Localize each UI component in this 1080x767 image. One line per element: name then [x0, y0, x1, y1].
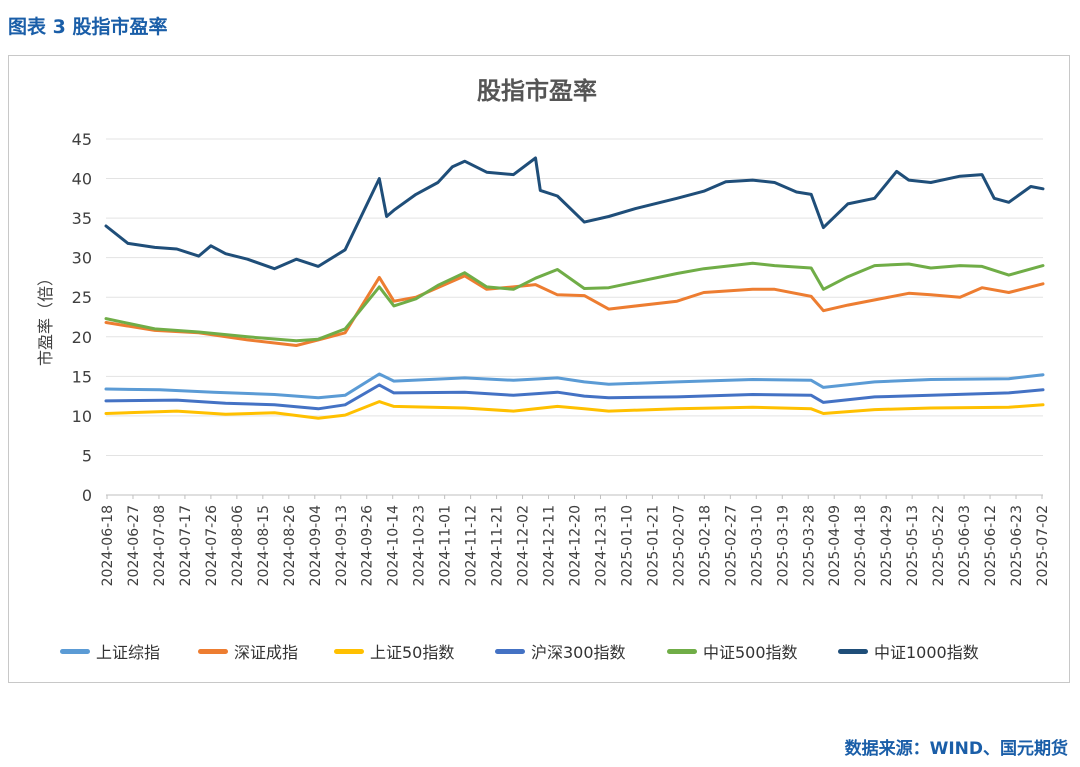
legend-swatch [60, 648, 90, 654]
x-tick-label: 2024-08-06 [230, 505, 246, 586]
x-tick-label: 2024-12-11 [542, 505, 558, 586]
series-line-1 [104, 274, 1045, 347]
x-tick-label: 2024-06-27 [126, 505, 142, 586]
series-line-3 [104, 383, 1045, 411]
legend-label: 沪深300指数 [531, 643, 626, 662]
y-tick-label: 40 [72, 170, 92, 189]
x-tick-label: 2024-09-04 [308, 505, 324, 586]
x-tick-label: 2024-09-13 [334, 505, 350, 586]
x-tick-label: 2025-03-19 [775, 505, 791, 586]
x-tick-label: 2024-10-23 [412, 505, 428, 586]
x-tick-label: 2025-02-27 [723, 505, 739, 586]
figure-caption: 图表 3 股指市盈率 [8, 16, 168, 38]
legend-label: 中证1000指数 [874, 643, 979, 662]
x-tick-label: 2025-05-22 [931, 505, 947, 586]
x-tick-label: 2024-06-18 [100, 505, 116, 586]
x-tick-label: 2025-04-18 [853, 505, 869, 586]
legend-swatch [334, 648, 364, 654]
y-tick-label: 5 [82, 446, 92, 465]
series-lines [104, 156, 1045, 420]
x-tick-label: 2024-12-20 [568, 505, 584, 586]
x-tick-label: 2025-07-02 [1035, 505, 1051, 586]
x-tick-label: 2025-05-13 [905, 505, 921, 586]
y-tick-label: 35 [72, 209, 92, 228]
x-tick-label: 2024-12-02 [516, 505, 532, 586]
y-tick-label: 25 [72, 288, 92, 307]
y-tick-label: 10 [72, 407, 92, 426]
x-tick-label: 2024-07-26 [204, 505, 220, 586]
x-tick-label: 2025-06-12 [983, 505, 999, 586]
x-tick-label: 2024-11-21 [490, 505, 506, 586]
series-line-4 [104, 261, 1045, 343]
x-tick-label: 2025-01-10 [619, 505, 635, 586]
y-tick-label: 0 [82, 486, 92, 505]
legend-label: 上证50指数 [370, 643, 455, 662]
legend-item: 上证综指 [60, 640, 160, 662]
chart-title: 股指市盈率 [477, 77, 597, 105]
x-tick-label: 2025-03-10 [749, 505, 765, 586]
y-tick-label: 15 [72, 367, 92, 386]
source-note: 数据来源：WIND、国元期货 [844, 739, 1068, 759]
chart-legend: 上证综指 深证成指 上证50指数 沪深300指数 中证500指数 中证1000指数 [0, 640, 1080, 664]
y-tick-label: 20 [72, 328, 92, 347]
legend-item: 中证500指数 [667, 640, 798, 662]
y-tick-labels: 0 5 10 15 20 25 30 35 40 45 [72, 130, 92, 505]
grid-lines [106, 138, 1043, 496]
x-tick-label: 2024-07-08 [152, 505, 168, 586]
x-tick-label: 2025-02-18 [697, 505, 713, 586]
series-line-0 [104, 372, 1045, 400]
legend-swatch [667, 648, 697, 654]
x-tick-label: 2025-06-23 [1009, 505, 1025, 586]
legend-label: 深证成指 [234, 643, 299, 662]
legend-swatch [838, 648, 868, 654]
line-chart: 股指市盈率 市盈率（倍） 0 5 10 15 20 25 30 35 40 45 2024-06-… [36, 77, 1051, 586]
x-tick-label: 2025-03-28 [801, 505, 817, 586]
legend-swatch [198, 648, 228, 654]
x-tick-label: 2024-07-17 [178, 505, 194, 586]
x-tick-label: 2024-08-15 [256, 505, 272, 586]
legend-item: 深证成指 [198, 640, 298, 662]
y-axis-label: 市盈率（倍） [36, 270, 55, 366]
legend-item: 中证1000指数 [838, 640, 979, 662]
x-tick-label: 2025-06-03 [957, 505, 973, 586]
series-line-2 [104, 400, 1045, 420]
x-tick-label: 2024-11-12 [464, 505, 480, 586]
x-tick-labels: 2024-06-18 2024-06-27 2024-07-08 2024-07-17… [100, 495, 1051, 586]
legend-item: 沪深300指数 [495, 640, 626, 662]
legend-label: 中证500指数 [703, 643, 798, 662]
x-tick-label: 2025-04-29 [879, 505, 895, 586]
x-tick-label: 2024-08-26 [282, 505, 298, 586]
y-tick-label: 30 [72, 249, 92, 268]
series-line-5 [104, 156, 1045, 271]
legend-swatch [495, 648, 525, 654]
chart-frame [8, 55, 1070, 683]
legend-item: 上证50指数 [334, 640, 454, 662]
x-tick-label: 2024-12-31 [593, 505, 609, 586]
x-tick-label: 2025-01-21 [645, 505, 661, 586]
x-tick-label: 2024-11-01 [438, 505, 454, 586]
x-tick-label: 2024-10-14 [386, 505, 402, 586]
legend-label: 上证综指 [96, 643, 161, 662]
x-tick-label: 2025-02-07 [671, 505, 687, 586]
x-tick-label: 2025-04-09 [827, 505, 843, 586]
y-tick-label: 45 [72, 130, 92, 149]
x-tick-label: 2024-09-26 [360, 505, 376, 586]
